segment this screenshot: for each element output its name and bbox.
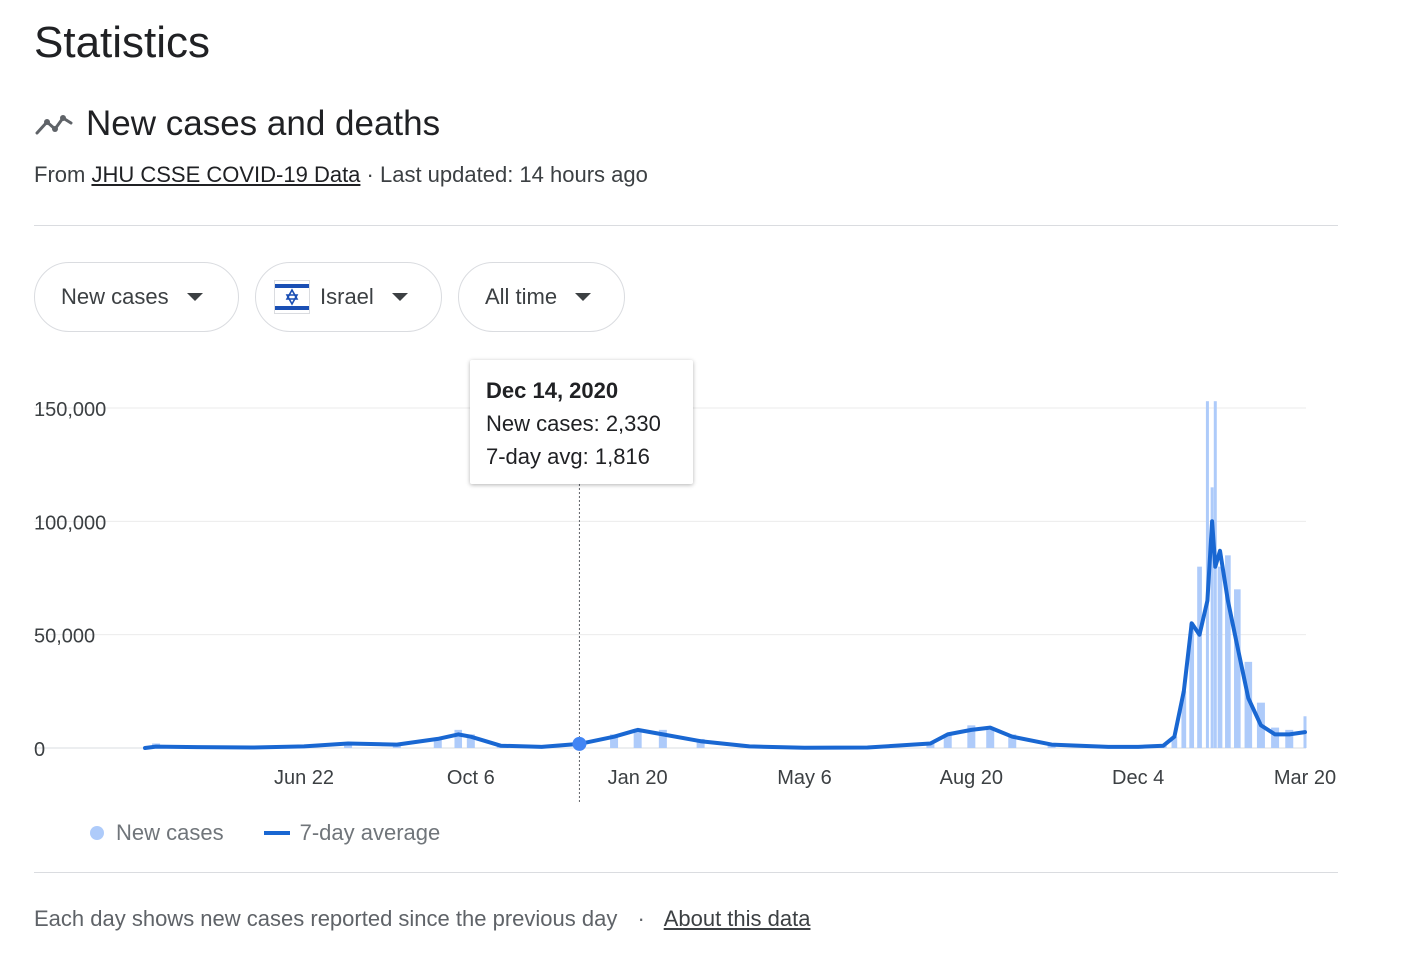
x-tick-label: Dec 4 bbox=[1112, 767, 1164, 789]
new-cases-bar bbox=[1181, 691, 1187, 748]
tooltip-new-cases: New cases: 2,330 bbox=[486, 411, 661, 436]
new-cases-bar bbox=[344, 743, 353, 748]
region-dropdown[interactable]: Israel bbox=[255, 262, 442, 332]
source-line: From JHU CSSE COVID-19 Data · Last updat… bbox=[34, 162, 648, 188]
new-cases-bar bbox=[610, 734, 619, 748]
average-legend-icon bbox=[263, 831, 290, 835]
tooltip-7day-avg: 7-day avg: 1,816 bbox=[486, 444, 650, 469]
y-tick-label: 100,000 bbox=[34, 512, 106, 534]
caret-down-icon bbox=[186, 293, 203, 301]
y-tick-label: 50,000 bbox=[34, 626, 95, 648]
last-updated: · Last updated: 14 hours ago bbox=[366, 162, 648, 187]
x-tick-label: Jan 20 bbox=[608, 767, 668, 789]
new-cases-bar bbox=[986, 729, 995, 748]
legend-7day-average: 7-day average bbox=[299, 820, 441, 845]
caret-down-icon bbox=[391, 293, 408, 301]
region-dropdown-label: Israel bbox=[320, 284, 374, 309]
seven-day-average-line bbox=[143, 519, 1307, 750]
new-cases-bar bbox=[943, 734, 952, 748]
new-cases-bar bbox=[1210, 487, 1214, 748]
y-tick-label: 150,000 bbox=[34, 399, 106, 421]
tooltip-date: Dec 14, 2020 bbox=[486, 378, 619, 403]
new-cases-bar bbox=[1008, 734, 1017, 748]
chart-tooltip: Dec 14, 2020 New cases: 2,330 7-day avg:… bbox=[470, 360, 693, 484]
footnote-separator: · bbox=[637, 906, 645, 931]
new-cases-bar bbox=[1189, 623, 1195, 748]
time-range-dropdown[interactable]: All time bbox=[458, 262, 625, 332]
new-cases-bar bbox=[1197, 566, 1202, 748]
new-cases-bar bbox=[1217, 566, 1223, 748]
section-header: New cases and deaths bbox=[34, 104, 440, 144]
new-cases-bar bbox=[1271, 727, 1280, 748]
new-cases-bar bbox=[1244, 661, 1253, 748]
new-cases-bar bbox=[1225, 555, 1231, 748]
footnote-text: Each day shows new cases reported since … bbox=[34, 906, 618, 931]
cases-chart[interactable]: 0 50,000 100,000 150,000 Jun 22 Oct 6 Jan 20 Ma… bbox=[0, 340, 1424, 810]
new-cases-legend-icon bbox=[90, 826, 104, 840]
hover-point bbox=[572, 736, 587, 751]
section-title: New cases and deaths bbox=[86, 104, 441, 143]
y-tick-label: 0 bbox=[34, 739, 45, 761]
legend-new-cases: New cases bbox=[116, 820, 224, 845]
new-cases-bar bbox=[1171, 736, 1178, 748]
new-cases-bar bbox=[1234, 589, 1241, 748]
source-prefix: From bbox=[34, 162, 86, 187]
x-tick-label: Mar 20 bbox=[1274, 767, 1336, 789]
footnote: Each day shows new cases reported since … bbox=[34, 906, 810, 932]
divider bbox=[34, 872, 1338, 873]
metric-dropdown-label: New cases bbox=[61, 284, 169, 309]
chart-legend: New cases 7-day average bbox=[90, 820, 440, 846]
new-cases-bar bbox=[433, 737, 442, 748]
page-title: Statistics bbox=[34, 18, 211, 67]
x-tick-label: Jun 22 bbox=[274, 767, 334, 789]
new-cases-bar bbox=[466, 734, 475, 748]
source-link[interactable]: JHU CSSE COVID-19 Data bbox=[91, 162, 361, 187]
trending-line-icon bbox=[35, 115, 73, 135]
divider bbox=[34, 225, 1338, 226]
new-cases-bar bbox=[967, 725, 976, 748]
new-cases-bar bbox=[926, 743, 935, 748]
caret-down-icon bbox=[575, 293, 592, 301]
new-cases-bar bbox=[1285, 729, 1294, 748]
x-tick-label: May 6 bbox=[777, 767, 831, 789]
israel-flag-icon bbox=[274, 280, 310, 314]
time-range-dropdown-label: All time bbox=[485, 284, 558, 309]
new-cases-bar bbox=[658, 729, 667, 748]
new-cases-bar bbox=[1213, 401, 1217, 748]
new-cases-bar bbox=[696, 738, 705, 748]
x-tick-label: Oct 6 bbox=[447, 767, 495, 789]
about-data-link[interactable]: About this data bbox=[663, 906, 811, 931]
new-cases-bar bbox=[454, 729, 463, 748]
metric-dropdown[interactable]: New cases bbox=[34, 262, 239, 332]
x-tick-label: Aug 20 bbox=[940, 767, 1003, 789]
new-cases-bar bbox=[633, 729, 642, 748]
